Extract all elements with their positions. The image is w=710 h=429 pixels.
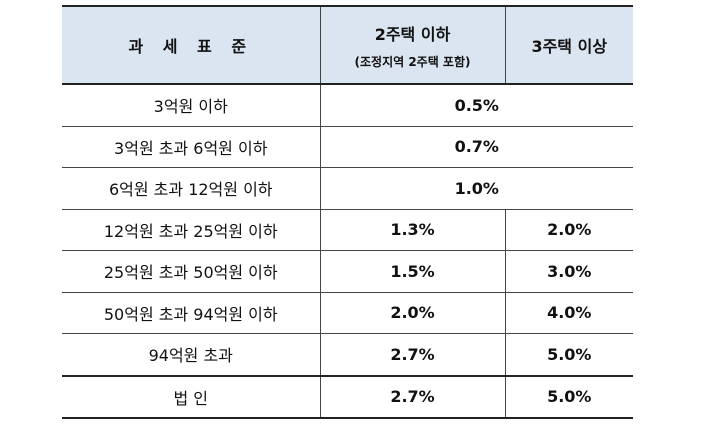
header-two-or-fewer-sub: (조정지역 2주택 포함): [354, 54, 471, 69]
table-row: 94억원 초과 2.7% 5.0%: [62, 333, 633, 377]
row-label: 6억원 초과 12억원 이하: [62, 167, 320, 210]
row-rate-two-or-fewer: 2.0%: [319, 292, 505, 334]
row-label: 3억원 이하: [62, 84, 320, 127]
row-rate-three-or-more: 3.0%: [504, 250, 633, 293]
table-header: 과 세 표 준 2주택 이하 (조정지역 2주택 포함) 3주택 이상: [62, 5, 633, 85]
header-two-or-fewer: 2주택 이하 (조정지역 2주택 포함): [319, 5, 505, 85]
row-rate-three-or-more: 4.0%: [504, 292, 633, 334]
table-row: 6억원 초과 12억원 이하 1.0%: [62, 167, 633, 210]
rate-value: 1.0%: [454, 178, 499, 198]
row-rate-two-or-fewer: 1.3%: [319, 209, 505, 251]
rate-value: 0.7%: [454, 137, 499, 157]
tax-rate-table: 과 세 표 준 2주택 이하 (조정지역 2주택 포함) 3주택 이상 3억원 …: [62, 5, 633, 419]
row-rate-three-or-more: 2.0%: [504, 209, 633, 251]
table-row: 50억원 초과 94억원 이하 2.0% 4.0%: [62, 292, 633, 334]
row-rate-merged: 0.5%: [319, 84, 633, 127]
header-row: 과 세 표 준 2주택 이하 (조정지역 2주택 포함) 3주택 이상: [62, 5, 633, 85]
row-label: 25억원 초과 50억원 이하: [62, 250, 320, 293]
table-row-corporation: 법 인 2.7% 5.0%: [62, 375, 633, 419]
table-row: 3억원 초과 6억원 이하 0.7%: [62, 126, 633, 168]
table-body: 3억원 이하 0.5% 3억원 초과 6억원 이하 0.7% 6억원 초과 12…: [62, 84, 633, 419]
row-label: 법 인: [62, 375, 320, 419]
header-two-or-fewer-main: 2주택 이하: [374, 24, 451, 44]
row-rate-two-or-fewer: 2.7%: [319, 333, 505, 377]
row-rate-three-or-more: 5.0%: [504, 333, 633, 377]
row-label: 3억원 초과 6억원 이하: [62, 126, 320, 168]
table-row: 3억원 이하 0.5%: [62, 84, 633, 127]
row-label: 12억원 초과 25억원 이하: [62, 209, 320, 251]
row-rate-three-or-more: 5.0%: [504, 375, 633, 419]
rate-value: 0.5%: [454, 95, 499, 115]
header-tax-base: 과 세 표 준: [62, 5, 320, 85]
table-row: 25억원 초과 50억원 이하 1.5% 3.0%: [62, 250, 633, 293]
row-rate-two-or-fewer: 2.7%: [319, 375, 505, 419]
table-row: 12억원 초과 25억원 이하 1.3% 2.0%: [62, 209, 633, 251]
row-label: 50억원 초과 94억원 이하: [62, 292, 320, 334]
row-label: 94억원 초과: [62, 333, 320, 377]
header-three-or-more: 3주택 이상: [504, 5, 633, 85]
row-rate-merged: 0.7%: [319, 126, 633, 168]
row-rate-merged: 1.0%: [319, 167, 633, 210]
row-rate-two-or-fewer: 1.5%: [319, 250, 505, 293]
